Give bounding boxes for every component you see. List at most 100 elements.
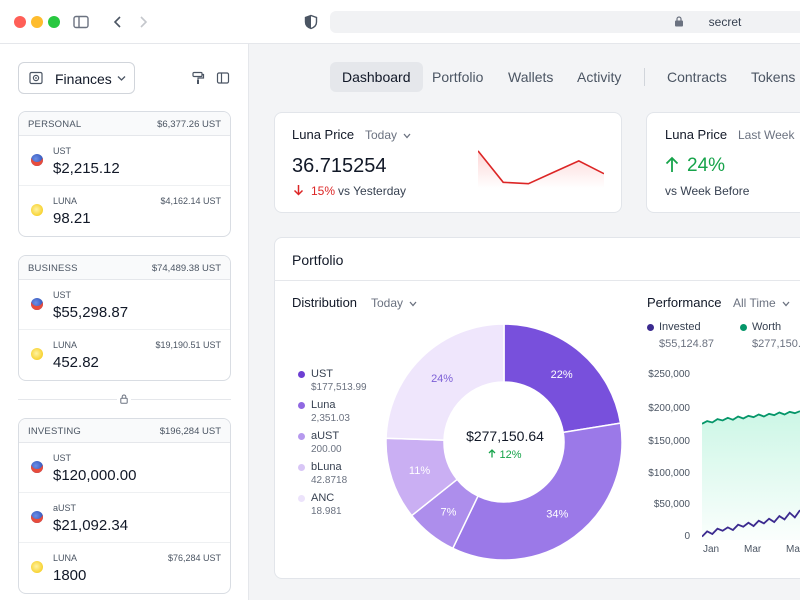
y-tick-label: $200,000 — [648, 403, 690, 414]
wallet-row[interactable]: LUNA 1800 $76,284 UST — [19, 543, 230, 593]
lock-icon — [120, 394, 128, 404]
wallet-row[interactable]: UST $2,215.12 — [19, 136, 230, 186]
forward-arrow-icon[interactable] — [134, 13, 152, 31]
donut-slice[interactable] — [503, 323, 622, 434]
legend-name: UST — [311, 368, 333, 380]
privacy-shield-icon[interactable] — [302, 13, 320, 31]
tab-wallets[interactable]: Wallets — [508, 69, 554, 85]
ust-coin-icon — [31, 154, 43, 166]
wallet-group-investing[interactable]: INVESTING $196,284 UST UST $120,000.00 a… — [18, 418, 231, 594]
donut-slice-label: 7% — [441, 507, 457, 519]
donut-slice[interactable] — [451, 422, 623, 561]
invested-series-line — [702, 509, 800, 538]
luna-price-card — [274, 112, 622, 213]
aust-coin-icon — [31, 511, 43, 523]
close-window-button[interactable] — [14, 16, 26, 28]
address-bar[interactable]: secret — [330, 11, 800, 33]
wallet-row[interactable]: UST $55,298.87 — [19, 280, 230, 330]
arrow-up-icon — [665, 156, 679, 172]
donut-slice[interactable] — [385, 323, 505, 441]
tab-portfolio[interactable]: Portfolio — [432, 69, 484, 85]
tab-activity[interactable]: Activity — [577, 69, 622, 85]
sparkline-area — [478, 150, 604, 188]
donut-slice-label: 11% — [409, 465, 430, 477]
wallet-row[interactable]: aUST $21,092.34 — [19, 493, 230, 543]
distribution-range-label: Today — [371, 296, 404, 310]
wallet-row[interactable]: LUNA 452.82 $19,190.51 UST — [19, 330, 230, 380]
wallet-group-name: BUSINESS — [28, 263, 78, 274]
performance-range-select[interactable]: All Time — [733, 296, 790, 310]
tab-dashboard[interactable]: Dashboard — [330, 62, 423, 92]
legend-value: $177,513.99 — [311, 382, 367, 393]
luna-price-range-label: Today — [365, 128, 398, 142]
x-tick-label: Ma — [786, 544, 800, 555]
nav-separator — [644, 68, 645, 86]
distribution-title: Distribution — [292, 295, 358, 310]
luna-week-range-select[interactable]: Last Week — [738, 128, 794, 142]
luna-price-range-select[interactable]: Today — [365, 128, 411, 142]
luna-coin-icon — [31, 204, 43, 216]
legend-dot — [298, 464, 305, 471]
lock-icon — [675, 16, 683, 27]
legend-value: 2,351.03 — [311, 413, 350, 424]
wallet-usd-value: $76,284 UST — [167, 553, 221, 563]
wallet-amount: $21,092.34 — [53, 517, 129, 534]
account-switcher[interactable]: Finances — [18, 62, 135, 94]
donut-total-delta-value: 12% — [499, 449, 522, 461]
sparkline-line — [478, 150, 604, 185]
wallet-group-total: $6,377.26 UST — [157, 119, 221, 130]
paint-roller-icon[interactable] — [191, 71, 205, 85]
wallet-row[interactable]: LUNA 98.21 $4,162.14 UST — [19, 186, 230, 236]
legend-dot — [298, 495, 305, 502]
chevron-down-icon — [117, 76, 126, 81]
luna-week-range-label: Last Week — [738, 128, 795, 142]
worth-legend-label: Worth — [752, 321, 782, 333]
donut-total-delta: 12% — [455, 449, 555, 461]
worth-series-line — [702, 410, 800, 425]
minimize-window-button[interactable] — [31, 16, 43, 28]
luna-week-delta: 24% — [687, 155, 726, 176]
wallet-group-business[interactable]: BUSINESS $74,489.38 UST UST $55,298.87 L… — [18, 255, 231, 381]
back-arrow-icon[interactable] — [109, 13, 127, 31]
wallet-symbol: LUNA — [53, 553, 78, 563]
worth-area — [702, 411, 800, 540]
legend-value: 42.8718 — [311, 475, 348, 486]
legend-name: ANC — [311, 492, 335, 504]
wallet-amount: $55,298.87 — [53, 304, 129, 321]
donut-slice-label: 34% — [546, 508, 568, 520]
wallet-amount: 98.21 — [53, 210, 91, 227]
luna-price-sparkline — [478, 150, 604, 188]
wallet-symbol: UST — [53, 290, 71, 300]
wallet-group-total: $196,284 UST — [159, 426, 221, 437]
legend-dot — [298, 402, 305, 409]
y-tick-label: $250,000 — [648, 369, 690, 380]
distribution-range-select[interactable]: Today — [371, 296, 417, 310]
y-tick-label: $150,000 — [648, 436, 690, 447]
donut-total-value: $277,150.64 — [466, 428, 544, 444]
performance-range-label: All Time — [733, 296, 776, 310]
portfolio-title: Portfolio — [292, 252, 344, 268]
wallet-group-header: INVESTING $196,284 UST — [19, 419, 230, 443]
panel-toggle-icon[interactable] — [216, 71, 230, 85]
wallet-group-personal[interactable]: PERSONAL $6,377.26 UST UST $2,215.12 LUN… — [18, 111, 231, 237]
wallet-row[interactable]: UST $120,000.00 — [19, 443, 230, 493]
y-tick-label: $100,000 — [648, 468, 690, 479]
divider-lock — [117, 393, 131, 405]
wallet-amount: $120,000.00 — [53, 467, 137, 484]
wallet-amount: $2,215.12 — [53, 160, 120, 177]
worth-legend-dot — [740, 324, 747, 331]
legend-dot — [298, 433, 305, 440]
chevron-down-icon — [782, 301, 790, 307]
wallet-group-name: INVESTING — [28, 426, 82, 437]
zoom-window-button[interactable] — [48, 16, 60, 28]
wallet-group-name: PERSONAL — [28, 119, 82, 130]
y-tick-label: 0 — [684, 531, 690, 542]
arrow-up-icon — [488, 449, 496, 458]
legend-name: bLuna — [311, 461, 342, 473]
distribution-donut-chart: 22% 34% 7% 11% 24% — [385, 323, 623, 561]
luna-week-delta-label: vs Week Before — [665, 184, 750, 198]
tab-contracts[interactable]: Contracts — [667, 69, 727, 85]
x-tick-label: Jan — [703, 544, 720, 555]
tab-tokens[interactable]: Tokens — [751, 69, 796, 85]
sidebar-toggle-icon[interactable] — [72, 13, 90, 31]
